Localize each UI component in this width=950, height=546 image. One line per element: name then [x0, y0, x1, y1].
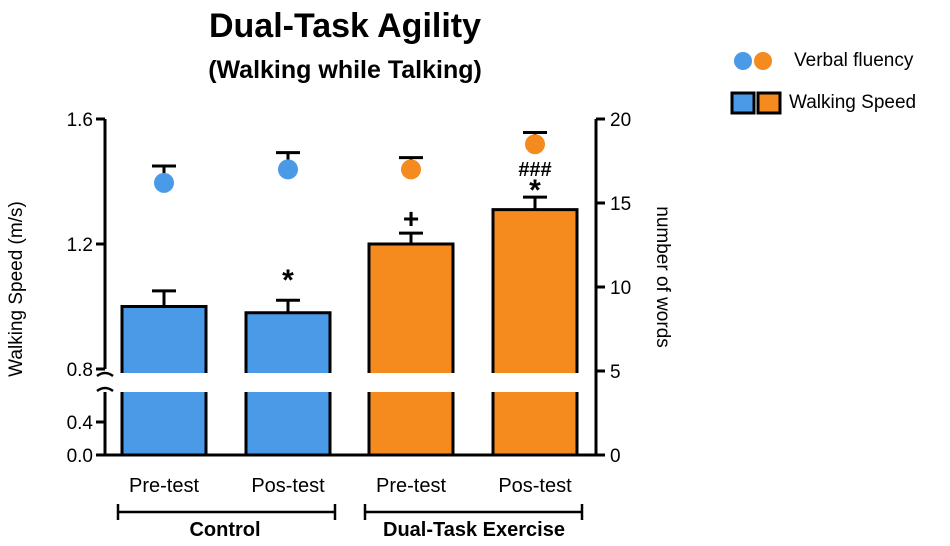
group-label-dual-task: Dual-Task Exercise: [383, 519, 565, 541]
verbal-fluency-point: [154, 173, 174, 193]
significance-annotation: *: [282, 264, 294, 297]
walking-speed-bar-upper: [493, 210, 577, 373]
left-axis-tick-label: 1.2: [67, 235, 93, 256]
left-axis-tick-label: 1.6: [67, 110, 93, 131]
verbal-fluency-point: [525, 134, 545, 154]
walking-speed-bar-upper: [246, 313, 330, 373]
walking-speed-bar-lower: [248, 392, 329, 454]
category-label: Pre-test: [376, 475, 446, 497]
group-bracket-dual-task: [365, 504, 582, 520]
verbal-fluency-point: [401, 159, 421, 179]
legend-walking-speed-label: Walking Speed: [789, 92, 916, 113]
left-axis-tick-label: 0.0: [67, 446, 93, 467]
right-axis-tick-label: 15: [610, 194, 631, 215]
walking-speed-bar-lower: [495, 392, 576, 454]
walking-speed-bar-upper: [369, 244, 453, 373]
axis-break-mark: [97, 388, 113, 391]
legend-verbal-fluency-label: Verbal fluency: [794, 50, 914, 71]
verbal-fluency-point: [278, 159, 298, 179]
group-bracket-control: [118, 504, 335, 520]
legend-walking-speed-marker-blue: [732, 93, 754, 113]
chart-canvas: Dual-Task Agility (Walking while Talking…: [0, 0, 950, 546]
left-axis-tick-label: 0.8: [67, 360, 93, 381]
category-label: Pos-test: [251, 475, 325, 497]
walking-speed-bar-lower: [124, 392, 205, 454]
chart-subtitle: (Walking while Talking): [208, 56, 482, 84]
legend-walking-speed-marker-orange: [758, 93, 780, 113]
y-axis-label-right: number of words: [652, 206, 673, 348]
right-axis-tick-label: 10: [610, 278, 631, 299]
right-axis-tick-label: 0: [610, 446, 621, 467]
left-axis-tick-label: 0.4: [67, 413, 94, 434]
walking-speed-bar-upper: [122, 307, 206, 374]
legend-verbal-fluency-marker-blue: [734, 52, 752, 70]
walking-speed-bar-lower: [371, 392, 452, 454]
right-axis-tick-label: 20: [610, 110, 631, 131]
chart-title: Dual-Task Agility: [209, 7, 481, 45]
category-label: Pre-test: [129, 475, 199, 497]
legend: Verbal fluency Walking Speed: [732, 50, 916, 113]
category-label: Pos-test: [498, 475, 572, 497]
right-axis-tick-label: 5: [610, 362, 621, 383]
y-axis-label-left: Walking Speed (m/s): [6, 201, 27, 377]
significance-annotation: +: [403, 203, 419, 234]
legend-verbal-fluency-marker-orange: [754, 52, 772, 70]
significance-annotation: *: [529, 174, 541, 207]
axis-break-mark: [97, 373, 113, 376]
group-label-control: Control: [189, 519, 260, 541]
